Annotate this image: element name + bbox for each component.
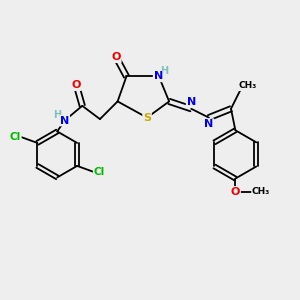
Text: O: O [231,187,240,197]
Text: Cl: Cl [10,132,21,142]
Text: H: H [160,66,168,76]
Text: CH₃: CH₃ [252,187,270,196]
Text: H: H [53,110,61,120]
Text: N: N [204,119,214,129]
Text: CH₃: CH₃ [238,81,257,90]
Text: N: N [187,97,196,107]
Text: N: N [154,71,163,81]
Text: O: O [72,80,81,90]
Text: S: S [143,112,151,123]
Text: O: O [112,52,121,62]
Text: N: N [60,116,69,126]
Text: Cl: Cl [94,167,105,177]
